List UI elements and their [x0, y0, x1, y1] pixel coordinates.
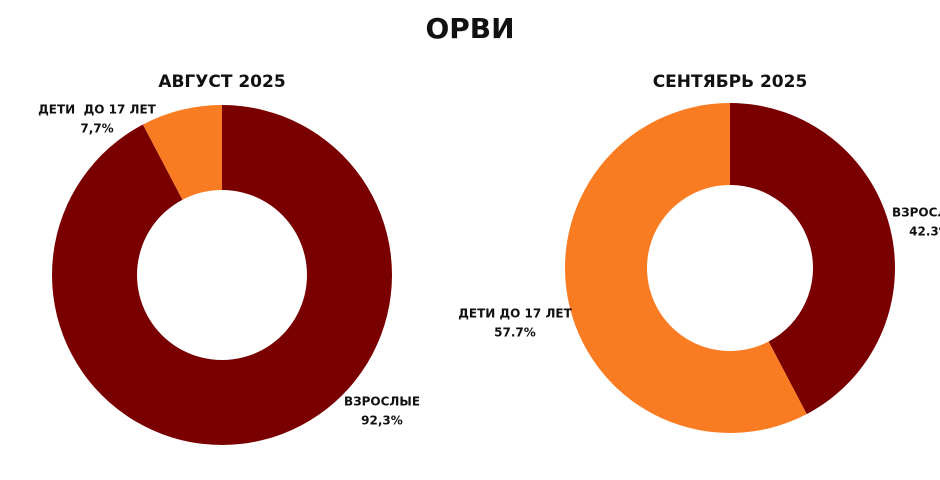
donut-slice: [142, 105, 222, 200]
donut-slice: [730, 103, 895, 415]
slice-value-label: 92,3%: [361, 414, 403, 428]
chart-title: СЕНТЯБРЬ 2025: [653, 72, 808, 92]
slice-value-label: 7,7%: [80, 122, 113, 136]
slice-label: ДЕТИ ДО 17 ЛЕТ: [38, 103, 157, 117]
donut-slice: [51, 105, 392, 446]
slice-label: ДЕТИ ДО 17 ЛЕТ: [458, 307, 572, 321]
slice-value-label: 42.3%: [909, 225, 940, 239]
donut-slice: [565, 102, 807, 433]
slice-label: ВЗРОСЛЫЕ: [344, 395, 420, 409]
chart-title: АВГУСТ 2025: [158, 72, 285, 92]
page-title: ОРВИ: [425, 12, 514, 45]
slice-label: ВЗРОСЛЫЕ: [892, 206, 940, 220]
slice-value-label: 57.7%: [494, 326, 536, 340]
